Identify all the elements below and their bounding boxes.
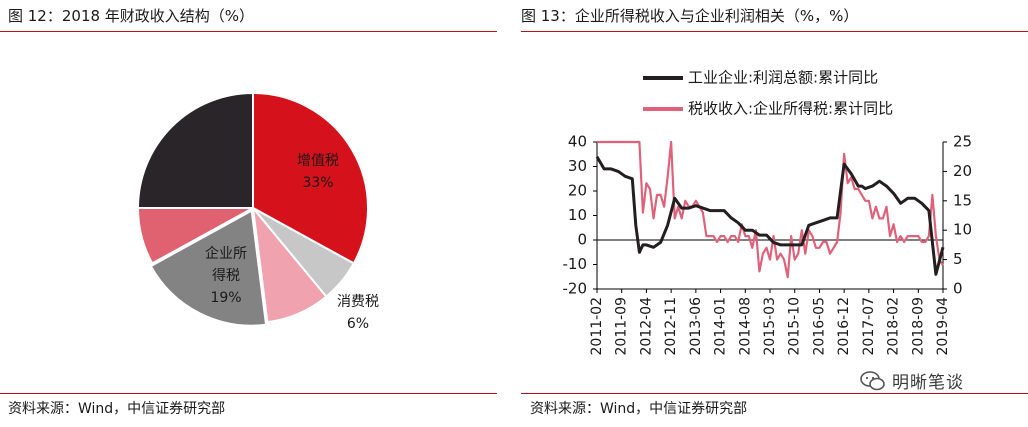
pie-label-3-line-1: 消费税 bbox=[337, 294, 379, 310]
right-chart-title: 图 13：企业所得税收入与企业利润相关（%，%） bbox=[521, 7, 859, 25]
pie-label-4-line-3: 19% bbox=[210, 290, 241, 306]
legend-label-2: 税收收入:企业所得税:累计同比 bbox=[688, 100, 893, 118]
right-source: 资料来源：Wind，中信证券研究部 bbox=[530, 401, 748, 417]
left-tick-label: 20 bbox=[568, 182, 587, 200]
pie-slice-4 bbox=[149, 209, 268, 327]
legend-label-1: 工业企业:利润总额:累计同比 bbox=[688, 69, 878, 87]
x-tick-label: 2018-02 bbox=[886, 297, 902, 356]
pie-chart: 增值税 33% 消费税 6% 企业所得税 19% bbox=[136, 91, 379, 332]
series-line-profit bbox=[595, 155, 945, 276]
pie-slice-3 bbox=[251, 204, 328, 324]
x-tick-label: 2013-06 bbox=[688, 297, 704, 356]
left-tick-label: 0 bbox=[577, 231, 587, 249]
left-tick-label: 10 bbox=[568, 206, 587, 224]
right-tick-label: 20 bbox=[953, 162, 972, 180]
right-source-rule bbox=[521, 393, 1028, 394]
right-tick-label: 10 bbox=[953, 221, 972, 239]
pie-label-4-line-1: 企业所 bbox=[205, 245, 247, 262]
left-source: 资料来源：Wind，中信证券研究部 bbox=[8, 401, 226, 417]
watermark: 明晰笔谈 bbox=[860, 368, 964, 393]
wechat-icon bbox=[860, 370, 885, 390]
x-tick-label: 2019-04 bbox=[935, 297, 951, 356]
left-title-rule bbox=[0, 31, 497, 32]
left-chart-title: 图 12：2018 年财政收入结构（%） bbox=[8, 7, 255, 25]
right-tick-label: 5 bbox=[953, 250, 963, 268]
x-tick-label: 2014-01 bbox=[713, 297, 729, 356]
x-tick-label: 2011-02 bbox=[589, 297, 605, 356]
x-tick-label: 2016-12 bbox=[836, 297, 852, 356]
left-tick-label: -20 bbox=[563, 280, 588, 298]
left-source-rule bbox=[0, 393, 497, 394]
x-tick-label: 2015-10 bbox=[787, 297, 803, 356]
pie-label-1-line-2: 33% bbox=[302, 175, 333, 191]
right-title-rule bbox=[521, 31, 1028, 32]
pie-label-3-line-2: 6% bbox=[347, 316, 369, 332]
x-tick-label: 2015-03 bbox=[762, 297, 778, 356]
line-chart: 40 30 20 10 0 -10 -20 25 20 15 10 5 0 2011-02 2011-09 2… bbox=[563, 69, 973, 356]
right-tick-label: 15 bbox=[953, 191, 972, 209]
x-tick-label: 2011-09 bbox=[614, 297, 630, 356]
x-tick-label: 2017-07 bbox=[861, 297, 877, 356]
x-tick-label: 2014-08 bbox=[737, 297, 753, 356]
x-tick-label: 2012-04 bbox=[638, 297, 654, 356]
pie-slice-1 bbox=[252, 91, 369, 265]
x-tick-label: 2018-09 bbox=[910, 297, 926, 356]
x-tick-label: 2012-11 bbox=[663, 297, 679, 356]
left-tick-label: 30 bbox=[568, 157, 587, 175]
watermark-text: 明晰笔谈 bbox=[892, 373, 964, 393]
right-tick-label: 25 bbox=[953, 133, 972, 151]
x-tick-label: 2016-05 bbox=[811, 297, 827, 356]
pie-label-4-line-2: 得税 bbox=[212, 267, 240, 284]
series-line-tax bbox=[597, 140, 944, 279]
pie-label-1-line-1: 增值税 bbox=[297, 153, 339, 169]
left-tick-label: -10 bbox=[563, 255, 588, 273]
right-tick-label: 0 bbox=[953, 280, 963, 298]
left-tick-label: 40 bbox=[568, 133, 587, 151]
pie-slice-6 bbox=[136, 91, 254, 209]
